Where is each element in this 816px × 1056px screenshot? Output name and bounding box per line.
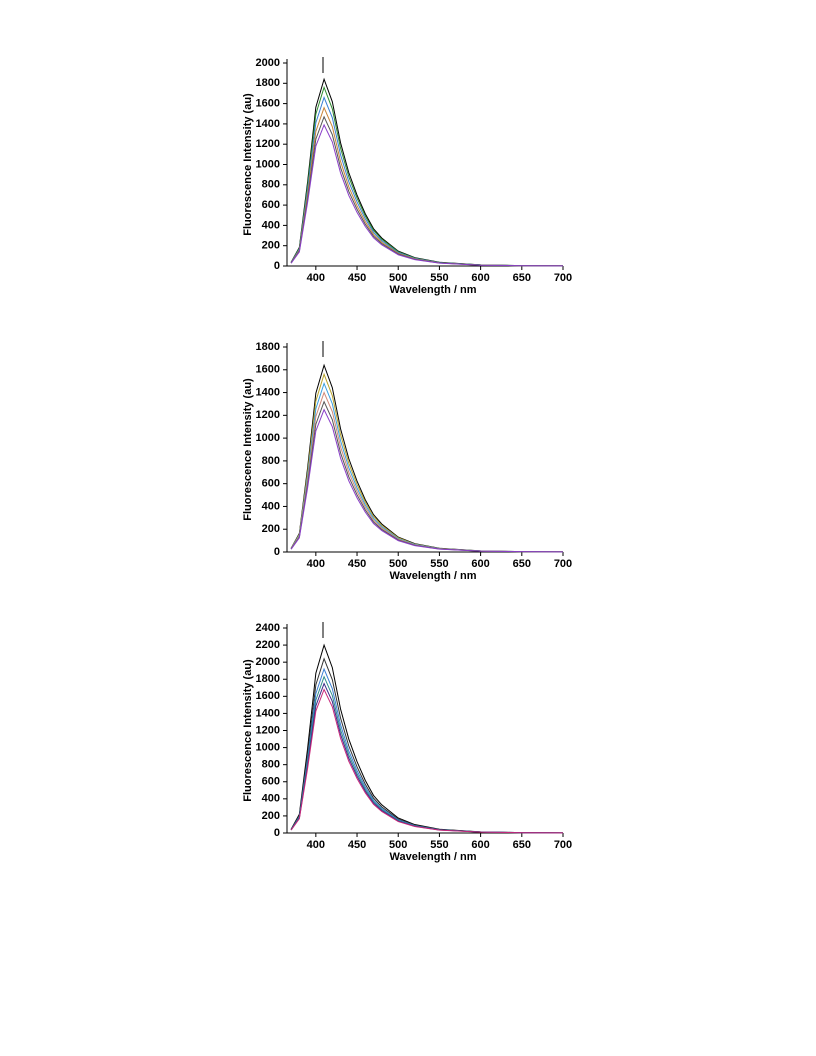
y-tick-label: 2400	[256, 622, 280, 634]
x-tick-label: 700	[554, 558, 572, 570]
x-tick-label: 400	[307, 558, 325, 570]
y-tick-label: 1600	[256, 364, 280, 376]
x-tick-label: 450	[348, 839, 366, 851]
y-tick-label: 1000	[256, 741, 280, 753]
x-tick-label: 600	[471, 558, 489, 570]
x-tick-label: 400	[307, 272, 325, 284]
y-tick-label: 800	[262, 759, 280, 771]
series-line	[290, 657, 564, 834]
x-axis-label: Wavelength / nm	[390, 851, 477, 863]
y-tick-label: 800	[262, 455, 280, 467]
y-axis-label: Fluorescence Intensity (au)	[242, 378, 254, 521]
y-tick-label: 1200	[256, 409, 280, 421]
y-axis-label: Fluorescence Intensity (au)	[242, 93, 254, 236]
y-tick-label: 200	[262, 240, 280, 252]
x-tick-label: 550	[430, 272, 448, 284]
y-tick-label: 2200	[256, 639, 280, 651]
y-tick-label: 2000	[256, 656, 280, 668]
y-tick-label: 1600	[256, 690, 280, 702]
y-tick-label: 1600	[256, 98, 280, 110]
y-tick-label: 0	[274, 827, 280, 839]
y-tick-label: 200	[262, 523, 280, 535]
y-tick-label: 400	[262, 793, 280, 805]
y-tick-label: 2000	[256, 57, 280, 69]
series-line	[290, 372, 564, 553]
y-tick-label: 1200	[256, 724, 280, 736]
series-line	[290, 123, 564, 267]
series-line	[290, 115, 564, 267]
x-tick-label: 450	[348, 272, 366, 284]
series-line	[290, 391, 564, 553]
y-tick-label: 400	[262, 219, 280, 231]
y-tick-label: 1400	[256, 386, 280, 398]
x-tick-label: 650	[513, 839, 531, 851]
y-tick-label: 600	[262, 478, 280, 490]
series-line	[290, 408, 564, 553]
x-tick-label: 700	[554, 272, 572, 284]
x-tick-label: 700	[554, 839, 572, 851]
chart: 0 200 400 600 800 1000 1200 1400 1600 1800 2000 220…	[242, 622, 572, 863]
y-tick-label: 400	[262, 500, 280, 512]
x-tick-label: 400	[307, 839, 325, 851]
x-tick-label: 650	[513, 272, 531, 284]
series-line	[290, 400, 564, 553]
y-axis-label: Fluorescence Intensity (au)	[242, 659, 254, 802]
x-tick-label: 500	[389, 839, 407, 851]
series-line	[290, 96, 564, 267]
y-tick-label: 1800	[256, 341, 280, 353]
x-tick-label: 600	[471, 272, 489, 284]
x-tick-label: 450	[348, 558, 366, 570]
x-tick-label: 500	[389, 272, 407, 284]
x-tick-label: 550	[430, 839, 448, 851]
x-axis-label: Wavelength / nm	[390, 570, 477, 582]
series-line	[290, 643, 564, 834]
chart: 0 200 400 600 800 1000 1200 1400 1600 1800 400 450 5…	[242, 341, 572, 582]
y-tick-label: 600	[262, 199, 280, 211]
x-tick-label: 500	[389, 558, 407, 570]
y-tick-label: 1400	[256, 707, 280, 719]
y-tick-label: 0	[274, 260, 280, 272]
series-line	[290, 106, 564, 267]
x-tick-label: 550	[430, 558, 448, 570]
y-tick-label: 1000	[256, 158, 280, 170]
y-tick-label: 1800	[256, 673, 280, 685]
y-tick-label: 800	[262, 179, 280, 191]
y-tick-label: 200	[262, 810, 280, 822]
x-tick-label: 650	[513, 558, 531, 570]
x-tick-label: 600	[471, 839, 489, 851]
x-axis-label: Wavelength / nm	[390, 284, 477, 296]
y-tick-label: 600	[262, 776, 280, 788]
y-tick-label: 1000	[256, 432, 280, 444]
y-tick-label: 1200	[256, 138, 280, 150]
y-tick-label: 1800	[256, 77, 280, 89]
chart: 0 200 400 600 800 1000 1200 1400 1600 1800 2000 400…	[242, 57, 572, 296]
y-tick-label: 1400	[256, 118, 280, 130]
series-line	[290, 688, 564, 834]
series-line	[290, 381, 564, 553]
series-line	[290, 85, 564, 267]
y-tick-label: 0	[274, 546, 280, 558]
